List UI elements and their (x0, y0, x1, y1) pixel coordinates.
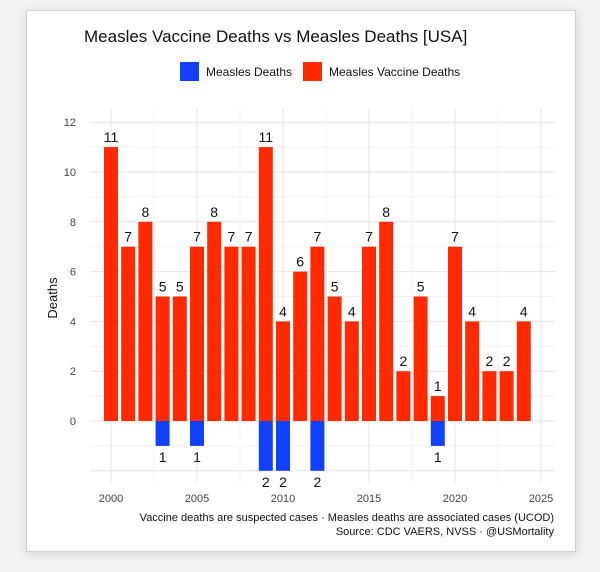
data-label-vaccine-deaths-2023: 2 (503, 353, 511, 369)
bar-vaccine-deaths-2007 (224, 246, 239, 421)
bar-vaccine-deaths-2002 (138, 221, 153, 421)
bar-vaccine-deaths-2015 (362, 246, 376, 421)
data-label-vaccine-deaths-2004: 5 (176, 279, 184, 295)
data-label-measles-deaths-2012: 2 (314, 474, 322, 490)
data-label-vaccine-deaths-2002: 8 (142, 204, 150, 220)
bar-vaccine-deaths-2001 (121, 246, 136, 421)
data-label-vaccine-deaths-2014: 4 (348, 303, 356, 319)
bar-vaccine-deaths-2021 (465, 321, 480, 421)
y-axis-ticks: 0 2 4 6 8 10 12 (64, 117, 76, 428)
data-label-vaccine-deaths-2005: 7 (193, 229, 201, 245)
y-axis-label: Deaths (45, 277, 60, 319)
bar-vaccine-deaths-2004 (172, 296, 187, 421)
chart-title: Measles Vaccine Deaths vs Measles Deaths… (84, 27, 467, 46)
data-label-vaccine-deaths-2010: 4 (279, 303, 287, 319)
data-label-vaccine-deaths-2007: 7 (228, 229, 236, 245)
caption-note: Vaccine deaths are suspected cases · Mea… (140, 512, 554, 524)
data-label-vaccine-deaths-2001: 7 (124, 229, 132, 245)
bar-vaccine-deaths-2011 (293, 271, 308, 421)
x-tick-label: 2005 (185, 493, 209, 505)
data-label-measles-deaths-2009: 2 (262, 474, 270, 490)
bar-vaccine-deaths-2006 (207, 221, 222, 421)
bars (104, 147, 531, 471)
x-tick-label: 2000 (99, 493, 123, 505)
data-label-vaccine-deaths-2006: 8 (210, 204, 218, 220)
data-label-vaccine-deaths-2018: 5 (417, 279, 425, 295)
data-label-vaccine-deaths-2009: 11 (259, 129, 274, 145)
bar-vaccine-deaths-2022 (482, 371, 497, 421)
data-label-vaccine-deaths-2000: 11 (104, 129, 119, 145)
data-label-measles-deaths-2003: 1 (159, 449, 167, 465)
bar-measles-deaths-2009 (258, 421, 273, 471)
y-tick-label: 10 (64, 167, 76, 179)
bar-vaccine-deaths-2020 (448, 246, 462, 421)
bar-vaccine-deaths-2009 (258, 147, 273, 421)
bar-vaccine-deaths-2024 (516, 321, 531, 421)
legend-label-measles-deaths: Measles Deaths (206, 65, 292, 79)
bar-vaccine-deaths-2003 (155, 296, 170, 421)
legend-label-measles-vaccine-deaths: Measles Vaccine Deaths (329, 65, 460, 79)
data-label-vaccine-deaths-2016: 8 (382, 204, 390, 220)
x-tick-label: 2020 (443, 493, 467, 505)
bar-measles-deaths-2005 (190, 421, 204, 446)
bar-vaccine-deaths-2019 (430, 396, 445, 421)
data-label-vaccine-deaths-2011: 6 (296, 254, 304, 270)
data-label-measles-deaths-2010: 2 (279, 474, 287, 490)
data-label-vaccine-deaths-2008: 7 (245, 229, 253, 245)
bar-vaccine-deaths-2016 (379, 221, 394, 421)
data-label-vaccine-deaths-2013: 5 (331, 279, 339, 295)
bar-measles-deaths-2003 (155, 421, 170, 446)
data-label-measles-deaths-2005: 1 (193, 449, 201, 465)
bar-vaccine-deaths-2023 (499, 371, 514, 421)
y-tick-label: 12 (64, 117, 76, 129)
bar-measles-deaths-2010 (276, 421, 290, 471)
legend-swatch-measles-deaths (180, 62, 199, 81)
data-label-vaccine-deaths-2003: 5 (159, 279, 167, 295)
bar-vaccine-deaths-2008 (241, 246, 256, 421)
y-tick-label: 6 (70, 267, 76, 279)
legend: Measles Deaths Measles Vaccine Deaths (180, 62, 460, 81)
y-tick-label: 0 (70, 416, 76, 428)
data-label-vaccine-deaths-2017: 2 (400, 353, 408, 369)
y-tick-label: 8 (70, 217, 76, 229)
caption-source: Source: CDC VAERS, NVSS · @USMortality (336, 526, 555, 538)
data-label-measles-deaths-2019: 1 (434, 449, 442, 465)
data-label-vaccine-deaths-2019: 1 (434, 378, 442, 394)
bar-vaccine-deaths-2012 (310, 246, 325, 421)
bar-vaccine-deaths-2014 (344, 321, 359, 421)
bar-measles-deaths-2012 (310, 421, 325, 471)
bar-vaccine-deaths-2018 (413, 296, 428, 421)
bar-vaccine-deaths-2005 (190, 246, 204, 421)
bar-vaccine-deaths-2017 (396, 371, 411, 421)
bar-vaccine-deaths-2010 (276, 321, 290, 421)
bar-vaccine-deaths-2000 (104, 147, 118, 421)
x-tick-label: 2015 (357, 493, 381, 505)
legend-swatch-measles-vaccine-deaths (303, 62, 322, 81)
y-tick-label: 4 (70, 316, 76, 328)
x-axis-ticks: 2000 2005 2010 2015 2020 2025 (99, 493, 553, 505)
data-label-vaccine-deaths-2020: 7 (451, 229, 459, 245)
bar-measles-deaths-2019 (430, 421, 445, 446)
x-tick-label: 2025 (529, 493, 553, 505)
data-label-vaccine-deaths-2021: 4 (468, 303, 476, 319)
data-label-vaccine-deaths-2015: 7 (365, 229, 373, 245)
bar-vaccine-deaths-2013 (327, 296, 342, 421)
data-label-vaccine-deaths-2022: 2 (486, 353, 494, 369)
x-tick-label: 2010 (271, 493, 295, 505)
data-label-vaccine-deaths-2024: 4 (520, 303, 528, 319)
data-label-vaccine-deaths-2012: 7 (314, 229, 322, 245)
y-tick-label: 2 (70, 366, 76, 378)
